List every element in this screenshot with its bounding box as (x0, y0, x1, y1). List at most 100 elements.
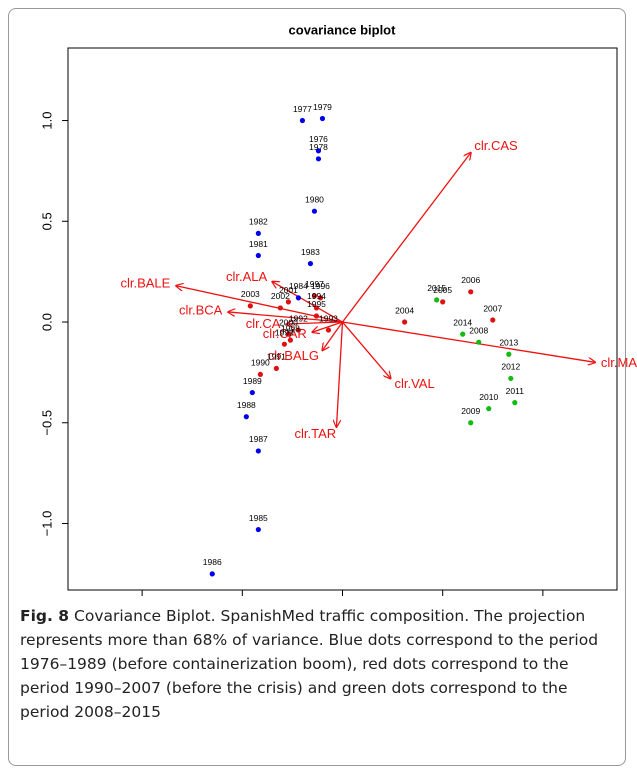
point-label: 1992 (289, 313, 308, 323)
chart-title: covariance biplot (289, 22, 397, 37)
point-label: 1993 (319, 313, 338, 323)
arrow (312, 321, 343, 332)
point-label: 2011 (506, 386, 525, 396)
point-label: 1987 (249, 434, 268, 444)
point (460, 331, 466, 337)
point-label: 1979 (313, 102, 332, 112)
point (285, 331, 292, 337)
point-label: 1995 (307, 299, 326, 309)
arrow (272, 282, 343, 323)
point (209, 571, 215, 577)
point-label: 2008 (469, 325, 488, 335)
arrow-label: clr.CAS (474, 138, 518, 153)
point-label: 1984 (289, 281, 308, 291)
point (295, 295, 302, 301)
point (512, 400, 518, 406)
point (257, 371, 263, 378)
point (295, 327, 302, 333)
point-label: 2012 (501, 362, 520, 372)
point (255, 230, 261, 236)
arrow (322, 321, 344, 350)
point-label: 2004 (395, 305, 414, 315)
plot-box (67, 47, 618, 591)
point (490, 317, 496, 323)
y-tick-label: 1.0 (39, 111, 54, 129)
arrow-label: clr.BALG (268, 348, 319, 363)
point (508, 375, 514, 382)
point (255, 526, 261, 533)
point (486, 406, 492, 412)
point (273, 365, 279, 371)
point-label: 1982 (249, 217, 268, 227)
point-label: 2003 (241, 289, 260, 299)
point (315, 148, 322, 154)
chart: covariance biplot −1.0−0.50.00.51.0−1.0−… (39, 22, 637, 596)
point-label: 2002 (271, 291, 290, 301)
point (440, 299, 446, 305)
point-label: 1990 (251, 358, 270, 368)
point (319, 115, 326, 122)
point-label: 1981 (249, 239, 268, 249)
y-tick-label: −1.0 (39, 511, 54, 537)
y-tick-label: 0.5 (39, 212, 54, 230)
point-label: 1983 (301, 247, 320, 257)
point-label: 1977 (293, 104, 312, 114)
point (243, 414, 249, 420)
point-label: 1978 (309, 142, 328, 152)
point (287, 337, 294, 343)
point-label: 1985 (249, 513, 268, 523)
caption: Fig. 8 Covariance Biplot. SpanishMed tra… (20, 604, 620, 724)
point (476, 339, 482, 345)
point-label: 1986 (203, 557, 222, 567)
point-label: 2005 (433, 285, 452, 295)
arrow (342, 321, 391, 378)
point-label: 2009 (461, 406, 480, 416)
caption-text: Covariance Biplot. SpanishMed traffic co… (20, 607, 599, 721)
point (299, 117, 306, 124)
point-label: 1997 (305, 279, 324, 289)
point (313, 305, 320, 311)
point-label: 1989 (243, 376, 262, 386)
point (285, 299, 292, 305)
point (315, 156, 322, 162)
point (255, 252, 261, 259)
caption-label: Fig. 8 (20, 607, 70, 625)
point (277, 305, 283, 311)
arrow (342, 321, 595, 362)
arrow-label: clr.VAL (394, 376, 434, 391)
point-label: 2015 (427, 283, 446, 293)
arrow-label: clr.BCA (179, 303, 223, 318)
arrow-label: clr.MAL (601, 355, 637, 370)
point (313, 313, 320, 319)
y-tick-label: 0.0 (39, 313, 54, 331)
point (247, 303, 253, 309)
point-label: 1996 (311, 281, 330, 291)
point (249, 389, 255, 396)
point-label: 2007 (483, 303, 502, 313)
point-label: 2010 (479, 392, 498, 402)
y-tick-label: −0.5 (39, 410, 54, 436)
point (402, 319, 408, 325)
point-label: 1999 (275, 327, 294, 337)
point (255, 448, 261, 454)
figure-frame (8, 8, 626, 766)
point-label: 1988 (237, 400, 256, 410)
arrow-label: clr.CA (246, 316, 281, 331)
point (506, 351, 512, 357)
point (281, 341, 287, 347)
arrow (341, 153, 471, 323)
arrow-label: clr.TAR (294, 426, 336, 441)
point (311, 293, 318, 299)
arrow (228, 312, 343, 323)
point-label: 1998 (281, 323, 300, 333)
point-label: 2001 (279, 285, 298, 295)
point-label: 2014 (453, 317, 472, 327)
point-label: 1976 (309, 134, 328, 144)
arrow-label: clr.CAR (263, 326, 307, 341)
arrow-label: clr.ALA (226, 269, 268, 284)
arrow-label: clr.BALE (120, 275, 170, 290)
point-label: 1980 (305, 194, 324, 204)
point-label: 2006 (461, 275, 480, 285)
arrow (336, 321, 344, 427)
